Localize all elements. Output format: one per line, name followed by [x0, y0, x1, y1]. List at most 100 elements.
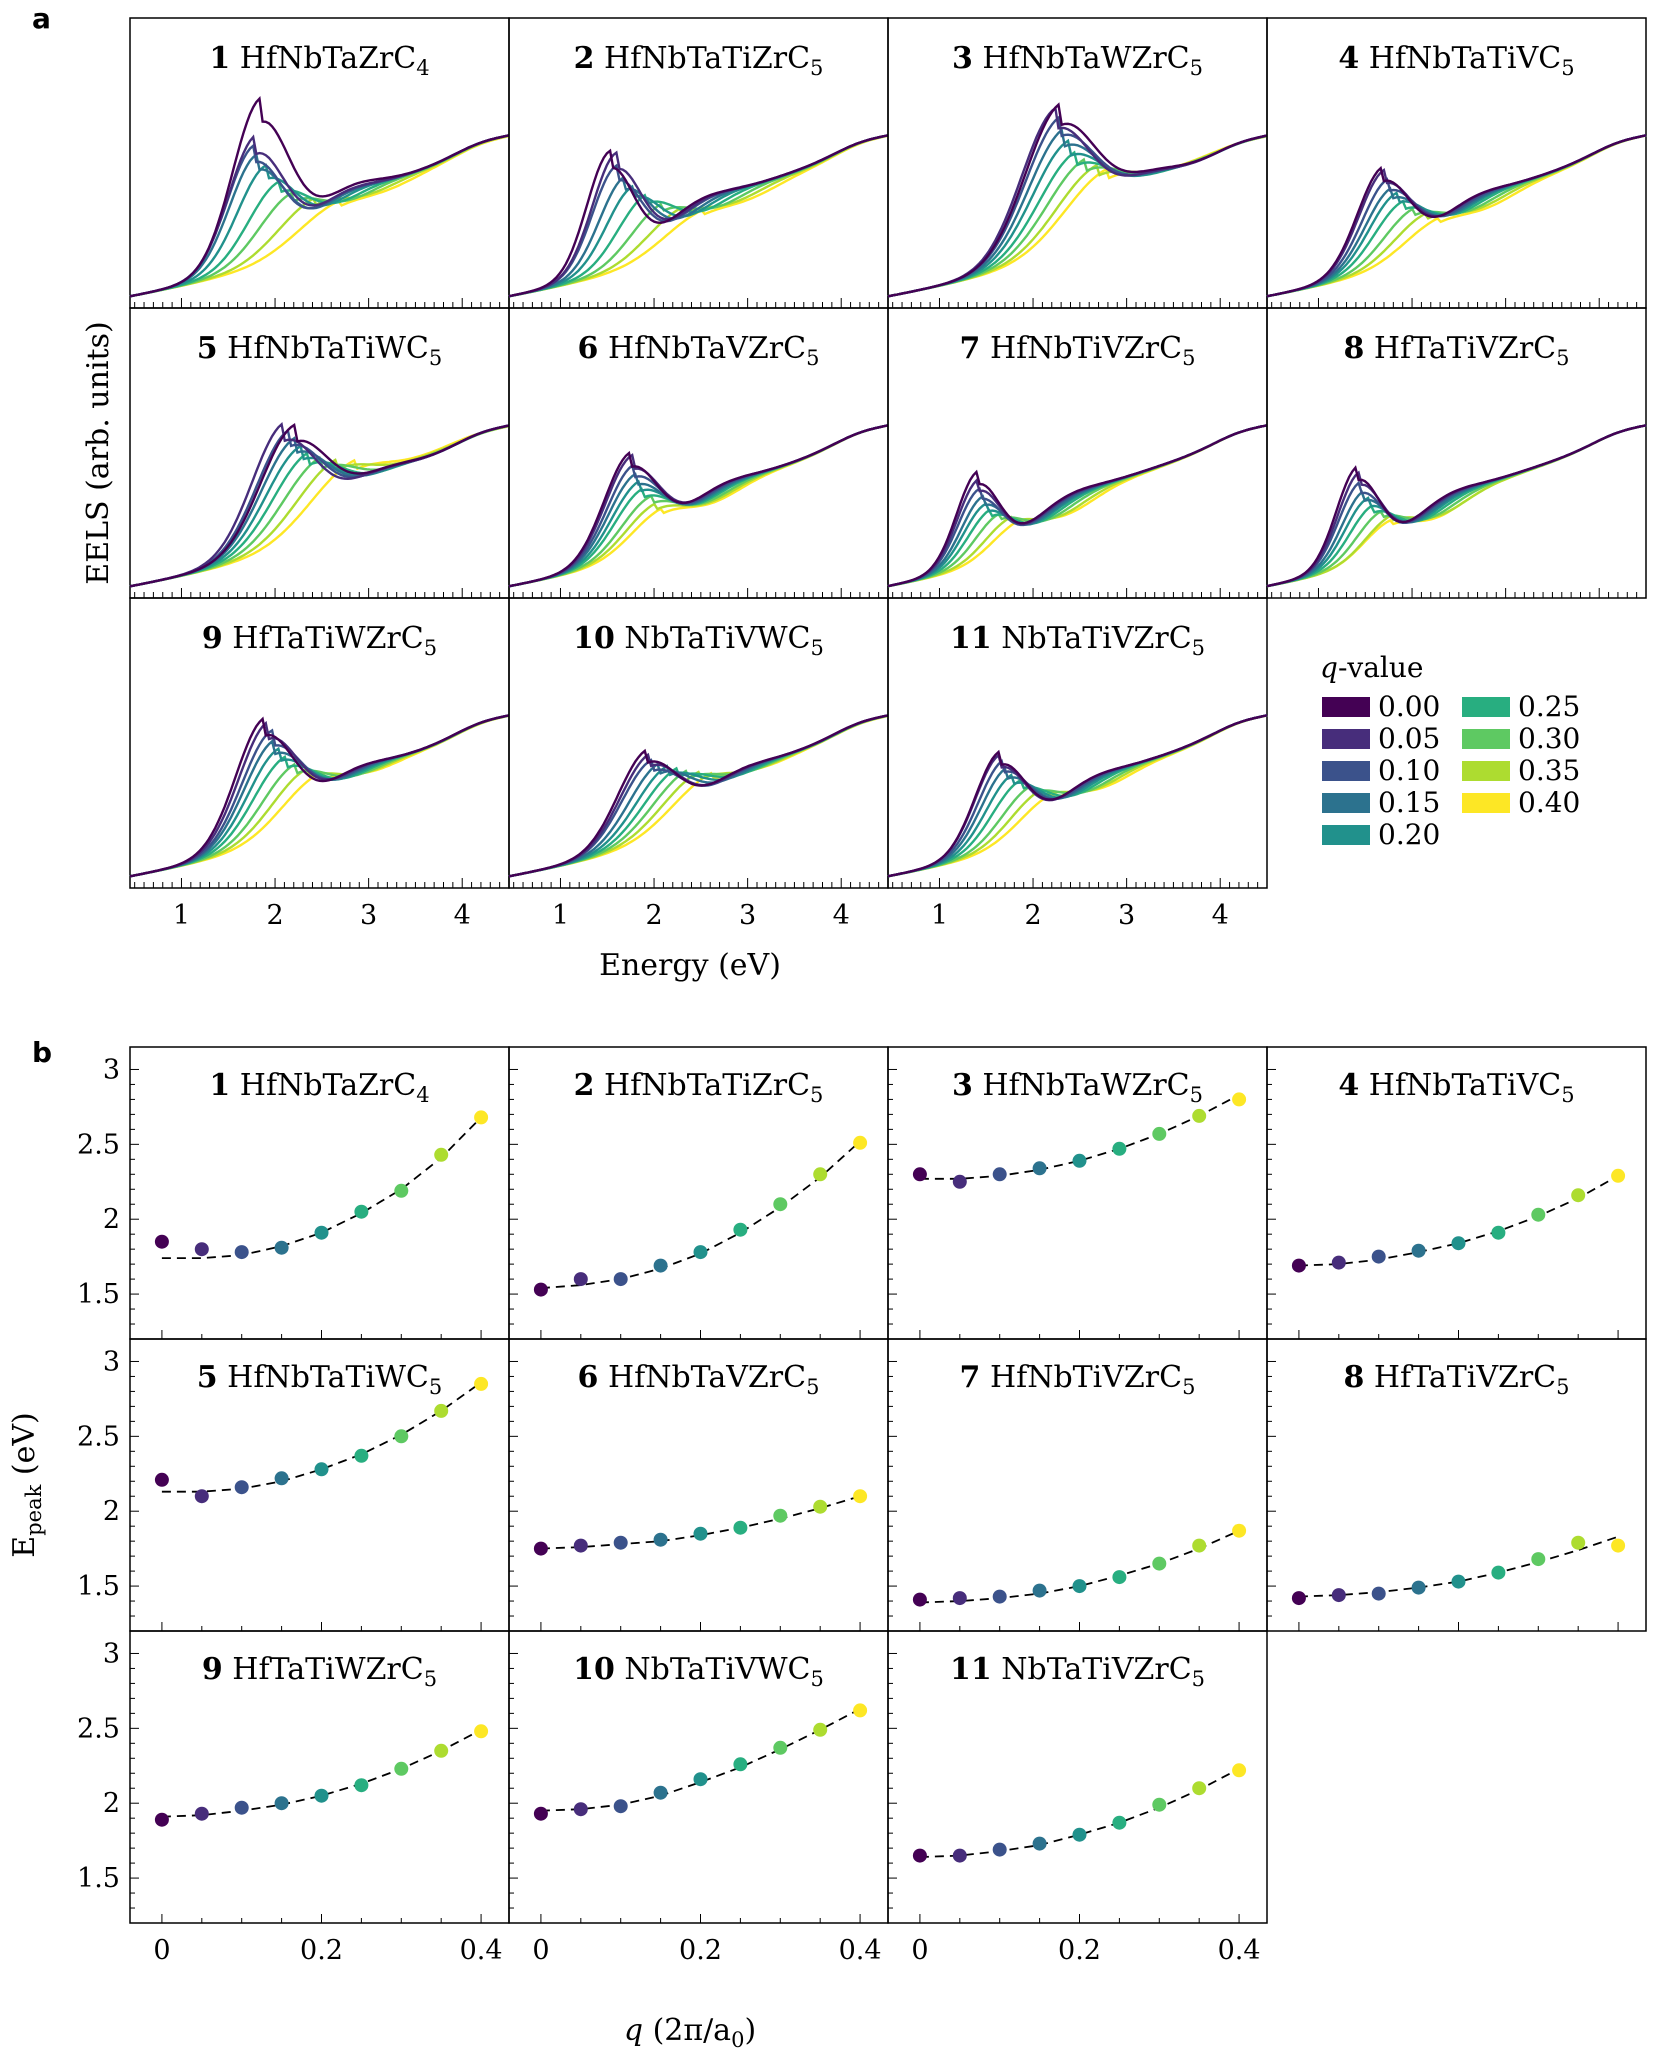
x-tick-label: 1 — [173, 900, 190, 931]
dispersion-subplot-8: 8 HfTaTiVZrC5 — [1266, 1338, 1647, 1632]
x-tick-label: 0 — [153, 1935, 170, 1966]
dispersion-subplot-6: 6 HfNbTaVZrC5 — [508, 1338, 889, 1632]
data-point-q-0.05 — [573, 1272, 588, 1287]
dispersion-subplot-title-2: 2 HfNbTaTiZrC5 — [574, 1068, 824, 1107]
data-point-q-0.20 — [1072, 1579, 1087, 1594]
legend-swatch-0.10 — [1322, 761, 1370, 781]
y-tick-label: 1.5 — [77, 1571, 120, 1602]
y-tick-label: 2.5 — [77, 1713, 120, 1744]
y-tick-label: 3 — [103, 1054, 120, 1085]
data-point-q-0.00 — [154, 1234, 169, 1249]
data-point-q-0.30 — [1531, 1552, 1546, 1567]
data-point-q-0.00 — [912, 1592, 927, 1607]
data-point-q-0.05 — [952, 1591, 967, 1606]
data-point-q-0.10 — [234, 1480, 249, 1495]
data-point-q-0.25 — [1491, 1565, 1506, 1580]
eels-curve-q-0.00 — [1266, 134, 1647, 298]
legend-swatch-0.30 — [1462, 729, 1510, 749]
dispersion-subplot-title-10: 10 NbTaTiVWC5 — [573, 1652, 824, 1691]
eels-curve-q-0.05 — [508, 714, 889, 878]
eels-curve-q-0.15 — [129, 134, 510, 298]
data-point-q-0.05 — [952, 1848, 967, 1863]
eels-curve-q-0.35 — [887, 714, 1268, 878]
data-point-q-0.35 — [1192, 1108, 1207, 1123]
data-point-q-0.35 — [1192, 1538, 1207, 1553]
eels-curve-q-0.40 — [129, 714, 510, 878]
q-value-legend: q-value 0.000.050.100.150.20 0.250.300.350… — [1320, 651, 1580, 851]
x-tick-label: 0.4 — [1218, 1935, 1261, 1966]
data-point-q-0.00 — [154, 1812, 169, 1827]
eels-curve-q-0.40 — [129, 134, 510, 298]
data-point-q-0.20 — [314, 1225, 329, 1240]
data-point-q-0.30 — [394, 1183, 409, 1198]
dispersion-subplot-title-11: 11 NbTaTiVZrC5 — [950, 1652, 1205, 1691]
data-point-q-0.00 — [533, 1541, 548, 1556]
data-point-q-0.35 — [813, 1167, 828, 1182]
eels-subplot-title-7: 7 HfNbTiVZrC5 — [960, 331, 1196, 370]
data-point-q-0.05 — [952, 1174, 967, 1189]
legend-label-0.05: 0.05 — [1378, 722, 1440, 755]
x-tick-label: 4 — [833, 900, 850, 931]
data-point-q-0.30 — [773, 1740, 788, 1755]
data-point-q-0.40 — [853, 1135, 868, 1150]
data-point-q-0.10 — [613, 1799, 628, 1814]
eels-curve-q-0.00 — [508, 424, 889, 588]
eels-curve-q-0.10 — [508, 714, 889, 878]
dispersion-subplot-title-4: 4 HfNbTaTiVC5 — [1338, 1068, 1574, 1107]
eels-curve-q-0.25 — [887, 714, 1268, 878]
data-point-q-0.40 — [474, 1724, 489, 1739]
eels-subplot-title-8: 8 HfTaTiVZrC5 — [1343, 331, 1569, 370]
eels-subplot-title-5: 5 HfNbTaTiWC5 — [197, 331, 442, 370]
legend-label-0.40: 0.40 — [1518, 786, 1580, 819]
dispersion-subplot-frame — [1266, 1338, 1647, 1632]
data-point-q-0.35 — [1571, 1188, 1586, 1203]
legend-title: q-value — [1320, 651, 1423, 684]
data-point-q-0.05 — [573, 1802, 588, 1817]
data-point-q-0.35 — [813, 1499, 828, 1514]
eels-subplot-title-4: 4 HfNbTaTiVC5 — [1338, 41, 1574, 80]
eels-curve-q-0.15 — [508, 714, 889, 878]
data-point-q-0.05 — [573, 1538, 588, 1553]
y-tick-label: 2 — [103, 1204, 120, 1235]
x-tick-label: 4 — [1212, 900, 1229, 931]
data-point-q-0.15 — [653, 1785, 668, 1800]
x-axis-label-energy: Energy (eV) — [599, 948, 781, 983]
data-point-q-0.25 — [733, 1757, 748, 1772]
data-point-q-0.25 — [1491, 1225, 1506, 1240]
data-point-q-0.10 — [234, 1245, 249, 1260]
eels-curve-q-0.30 — [129, 134, 510, 298]
eels-subplot-title-11: 11 NbTaTiVZrC5 — [950, 621, 1205, 660]
eels-curve-q-0.40 — [887, 714, 1268, 878]
x-tick-label: 1 — [552, 900, 569, 931]
y-tick-label: 2 — [103, 1496, 120, 1527]
dispersion-subplot-7: 7 HfNbTiVZrC5 — [887, 1338, 1268, 1632]
fit-curve — [161, 1381, 482, 1493]
data-point-q-0.00 — [912, 1848, 927, 1863]
dispersion-subplot-title-9: 9 HfTaTiWZrC5 — [202, 1652, 437, 1691]
fit-curve — [161, 1116, 482, 1259]
eels-curve-q-0.30 — [129, 714, 510, 878]
eels-subplot-frame — [887, 597, 1268, 889]
data-point-q-0.15 — [274, 1471, 289, 1486]
data-point-q-0.05 — [194, 1242, 209, 1257]
data-point-q-0.25 — [733, 1222, 748, 1237]
legend-swatch-0.40 — [1462, 793, 1510, 813]
eels-curve-q-0.35 — [129, 134, 510, 298]
eels-subplot-title-3: 3 HfNbTaWZrC5 — [952, 41, 1203, 80]
data-point-q-0.30 — [1152, 1797, 1167, 1812]
data-point-q-0.30 — [394, 1429, 409, 1444]
legend-swatch-0.35 — [1462, 761, 1510, 781]
data-point-q-0.20 — [1072, 1827, 1087, 1842]
data-point-q-0.20 — [693, 1526, 708, 1541]
x-tick-label: 0.2 — [1058, 1935, 1101, 1966]
data-point-q-0.35 — [434, 1147, 449, 1162]
legend-label-0.00: 0.00 — [1378, 690, 1440, 723]
data-point-q-0.10 — [1371, 1249, 1386, 1264]
data-point-q-0.10 — [1371, 1586, 1386, 1601]
x-tick-label: 3 — [360, 900, 377, 931]
legend-label-0.20: 0.20 — [1378, 818, 1440, 851]
eels-subplot-2: 2 HfNbTaTiZrC5 — [508, 17, 889, 309]
data-point-q-0.15 — [274, 1796, 289, 1811]
dispersion-subplot-title-7: 7 HfNbTiVZrC5 — [960, 1360, 1196, 1399]
eels-curve-q-0.20 — [129, 714, 510, 878]
